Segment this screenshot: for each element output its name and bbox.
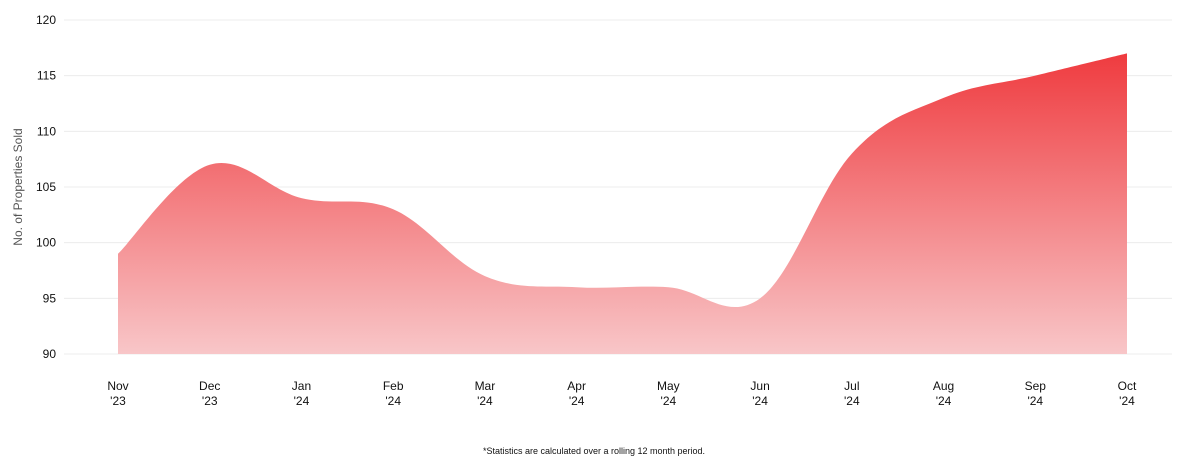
y-tick-label: 95 [43,291,57,305]
y-tick-label: 120 [36,13,56,27]
x-tick-label: Mar '24 [475,379,496,408]
x-tick-label: Dec '23 [199,379,220,408]
x-tick-label: Jan '24 [292,379,311,408]
x-tick-label: May '24 [657,379,680,408]
y-tick-label: 105 [36,180,56,194]
y-axis-label: No. of Properties Sold [11,128,25,245]
x-tick-label: Jun '24 [750,379,769,408]
x-tick-label: Nov '23 [107,379,128,408]
x-tick-label: Apr '24 [567,379,586,408]
footnote: *Statistics are calculated over a rollin… [0,446,1188,456]
y-axis-ticks: 90 95 100 105 110 115 120 [36,13,56,361]
y-tick-label: 90 [43,347,57,361]
y-tick-label: 100 [36,236,56,250]
x-tick-label: Aug '24 [933,379,954,408]
y-tick-label: 115 [37,69,56,83]
area-series [118,53,1127,354]
x-tick-label: Sep '24 [1025,379,1047,408]
y-tick-label: 110 [37,124,56,138]
x-axis-ticks: Nov '23 Dec '23 Jan '24 Feb '24 Mar '24 Apr '24 May '… [107,379,1137,408]
x-tick-label: Feb '24 [383,379,404,408]
x-tick-label: Oct '24 [1118,379,1137,408]
x-tick-label: Jul '24 [844,379,860,408]
area-fill [118,53,1127,354]
